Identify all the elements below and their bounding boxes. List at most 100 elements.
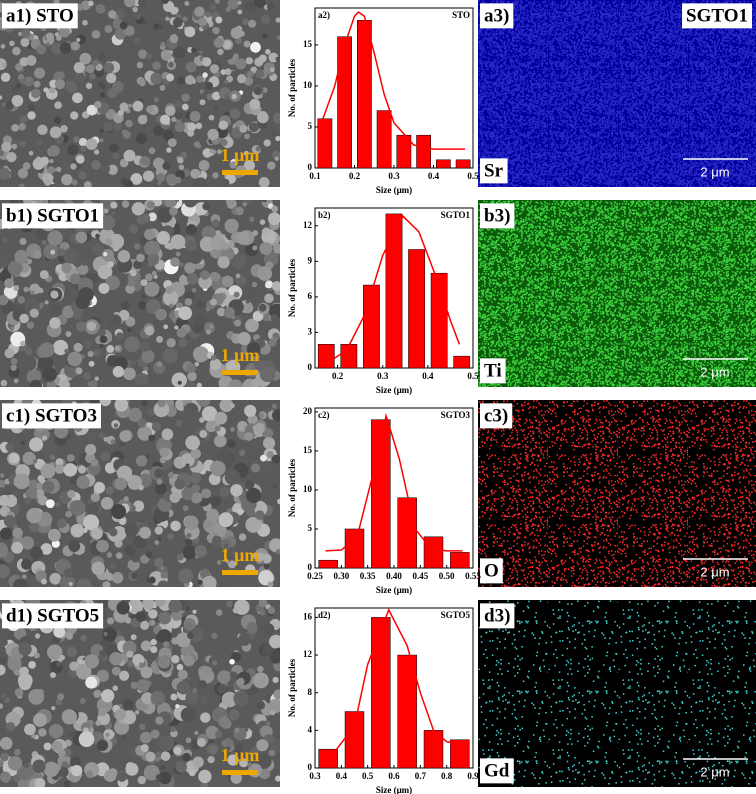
grain [34, 633, 41, 639]
grain [33, 652, 40, 659]
grain [70, 41, 80, 51]
grain [132, 100, 144, 112]
grain [86, 104, 98, 116]
scale-bar [222, 770, 258, 775]
grain [133, 12, 142, 20]
grain [243, 150, 249, 156]
grain [114, 28, 127, 40]
grain [176, 680, 191, 695]
grain [24, 496, 32, 505]
grain [259, 242, 273, 256]
grain [181, 93, 190, 102]
grain [210, 354, 217, 361]
grain [209, 4, 217, 11]
grain [48, 145, 60, 157]
grain [189, 769, 196, 777]
grain [0, 150, 5, 157]
grain [252, 245, 258, 251]
grain [96, 669, 109, 682]
grain [177, 669, 188, 680]
grain [143, 764, 160, 781]
grain [243, 40, 251, 48]
grain [172, 17, 183, 28]
grain [263, 623, 275, 635]
scale-bar [222, 370, 258, 375]
sem-texture [0, 400, 280, 587]
grain [201, 406, 218, 422]
grain [40, 463, 56, 479]
grain [134, 710, 140, 715]
panel-label: Gd [484, 760, 510, 781]
grain [124, 25, 135, 37]
grain [56, 166, 62, 172]
grain [249, 98, 261, 110]
grain [128, 103, 133, 108]
label-box [480, 403, 513, 429]
grain [98, 81, 105, 88]
grain [174, 99, 183, 109]
sem-texture [0, 0, 280, 187]
grain [162, 129, 174, 141]
grain [10, 357, 18, 365]
grain [45, 42, 51, 47]
grain [235, 206, 244, 216]
grain [211, 219, 220, 228]
grain [170, 693, 178, 701]
grain [234, 727, 240, 733]
grain [140, 620, 150, 630]
grain [265, 49, 271, 55]
grain [122, 640, 137, 655]
grain [178, 568, 194, 584]
grain [95, 3, 106, 14]
grain [0, 479, 6, 488]
grain [90, 492, 100, 503]
grain [99, 200, 104, 204]
grain [200, 712, 211, 723]
grain [69, 500, 86, 516]
grain [101, 248, 114, 262]
grain [248, 284, 260, 295]
grain [177, 380, 182, 385]
grain [245, 57, 254, 65]
grain [11, 85, 19, 93]
grain [150, 645, 158, 654]
grain [29, 308, 39, 318]
grain [213, 775, 228, 787]
grain [155, 757, 160, 762]
grain [28, 479, 39, 491]
grain [272, 409, 280, 422]
grain [0, 72, 11, 83]
grain [127, 279, 136, 287]
grain [80, 634, 87, 642]
grain [228, 560, 237, 569]
grain [116, 601, 130, 615]
grain [14, 680, 19, 685]
grain [17, 296, 26, 304]
grain [157, 655, 171, 669]
grain [170, 726, 177, 733]
grain [88, 0, 94, 7]
grain [181, 103, 189, 111]
grain [206, 508, 220, 522]
grain [168, 312, 176, 319]
grain [184, 290, 195, 301]
grain [194, 177, 207, 187]
grain [11, 94, 24, 107]
label-box [2, 603, 104, 629]
grain [7, 260, 23, 276]
grain [153, 23, 160, 30]
grain [275, 17, 280, 23]
grain [18, 183, 25, 187]
grain [258, 600, 268, 608]
grain [39, 342, 55, 358]
grain [137, 418, 147, 428]
grain [69, 273, 81, 285]
grain [27, 111, 36, 120]
grain [54, 79, 66, 90]
grain [142, 170, 155, 182]
grain [217, 48, 224, 56]
grain [221, 275, 234, 288]
grain [61, 262, 72, 274]
grain [116, 771, 128, 782]
grain [78, 731, 95, 748]
